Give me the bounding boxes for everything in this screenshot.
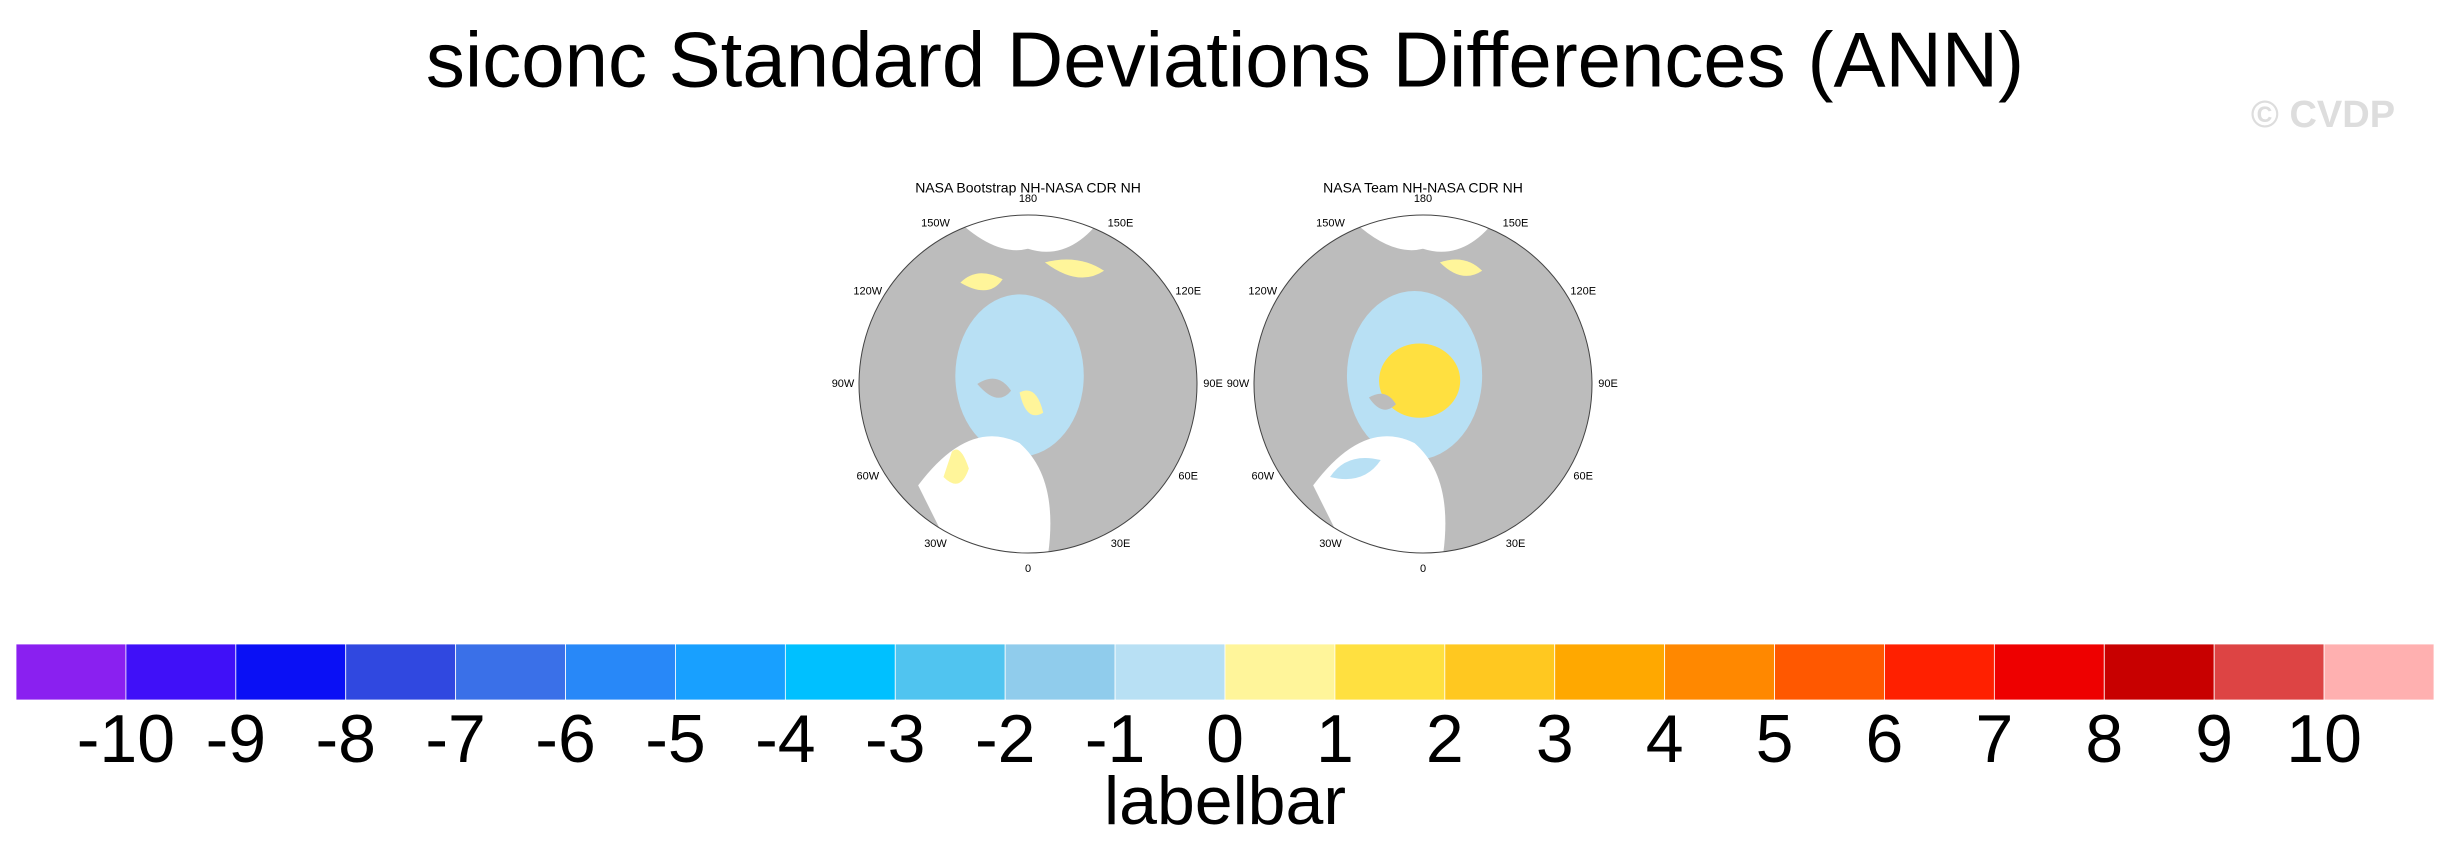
colorbar-tick-label: -10	[77, 701, 175, 777]
colorbar-tick-label: 8	[2085, 701, 2123, 777]
colorbar-tick-label: -4	[755, 701, 815, 777]
colorbar-tick-label: 4	[1646, 701, 1684, 777]
title: siconc Standard Deviations Differences (…	[426, 16, 2024, 104]
colorbar-tick-label: 0	[1206, 701, 1244, 777]
colorbar-tick-label: -5	[645, 701, 705, 777]
color-box	[2213, 643, 2325, 701]
longitude-label: 0	[1025, 563, 1031, 575]
longitude-label: 180	[1019, 193, 1037, 205]
longitude-label: 60W	[1251, 470, 1274, 482]
longitude-label: 30W	[924, 538, 947, 550]
longitude-label: 120W	[1248, 285, 1277, 297]
longitude-label: 120E	[1570, 285, 1596, 297]
longitude-label: 30E	[1506, 538, 1526, 550]
color-box	[235, 643, 347, 701]
colorbar-tick-label: -9	[206, 701, 266, 777]
colorbar-tick-label: 7	[1975, 701, 2013, 777]
color-box	[1884, 643, 1995, 701]
colorbar-tick-label: 6	[1866, 701, 1904, 777]
colorbar-label: labelbar	[1104, 763, 1346, 839]
map	[858, 214, 1198, 554]
colorbar-tick-label: -3	[865, 701, 925, 777]
longitude-label: 90E	[1598, 378, 1618, 390]
color-box	[894, 643, 1006, 701]
panel-title: NASA Team NH-NASA CDR NH	[1323, 180, 1523, 196]
colorbar-tick-label: -1	[1085, 701, 1145, 777]
longitude-label: 120E	[1175, 285, 1201, 297]
color-box	[345, 643, 457, 701]
colorbar-tick-label: -6	[535, 701, 595, 777]
color-box	[784, 643, 896, 701]
colorbar-tick-label: 5	[1756, 701, 1794, 777]
longitude-label: 30W	[1319, 538, 1342, 550]
color-box	[1224, 643, 1336, 701]
longitude-label: 60E	[1573, 470, 1593, 482]
colorbar-tick-label: 3	[1536, 701, 1574, 777]
longitude-label: 150W	[1316, 218, 1345, 230]
longitude-label: 180	[1414, 193, 1432, 205]
color-box	[125, 643, 237, 701]
longitude-label: 60W	[856, 470, 879, 482]
color-box	[1664, 643, 1775, 701]
longitude-label: 150E	[1108, 218, 1134, 230]
colorbar-tick-label: 9	[2195, 701, 2233, 777]
colorbar-tick-label: -2	[975, 701, 1035, 777]
color-box	[565, 643, 676, 701]
longitude-label: 150W	[921, 218, 950, 230]
color-box	[1114, 643, 1226, 701]
colorbar-tick-label: 10	[2286, 701, 2362, 777]
color-box	[1444, 643, 1556, 701]
color-box	[1004, 643, 1116, 701]
longitude-label: 90E	[1203, 378, 1223, 390]
longitude-label: 0	[1420, 563, 1426, 575]
longitude-label: 90W	[1227, 378, 1250, 390]
map	[1253, 214, 1593, 554]
longitude-label: 120W	[853, 285, 882, 297]
longitude-label: 150E	[1503, 218, 1529, 230]
color-box	[455, 643, 566, 701]
color-box	[2103, 643, 2215, 701]
color-box	[1554, 643, 1666, 701]
colorbar-tick-label: -8	[315, 701, 375, 777]
longitude-label: 30E	[1111, 538, 1131, 550]
watermark: © CVDP	[2251, 94, 2395, 136]
longitude-label: 60E	[1178, 470, 1198, 482]
longitude-label: 90W	[832, 378, 855, 390]
color-box	[1334, 643, 1446, 701]
colorbar-tick-label: 2	[1426, 701, 1464, 777]
color-box	[675, 643, 786, 701]
color-box	[1993, 643, 2105, 701]
colorbar-tick-label: -7	[425, 701, 485, 777]
color-box	[2323, 643, 2435, 701]
color-box	[1774, 643, 1885, 701]
color-box	[15, 643, 127, 701]
colorbar-tick-label: 1	[1316, 701, 1354, 777]
panel-title: NASA Bootstrap NH-NASA CDR NH	[915, 180, 1141, 196]
